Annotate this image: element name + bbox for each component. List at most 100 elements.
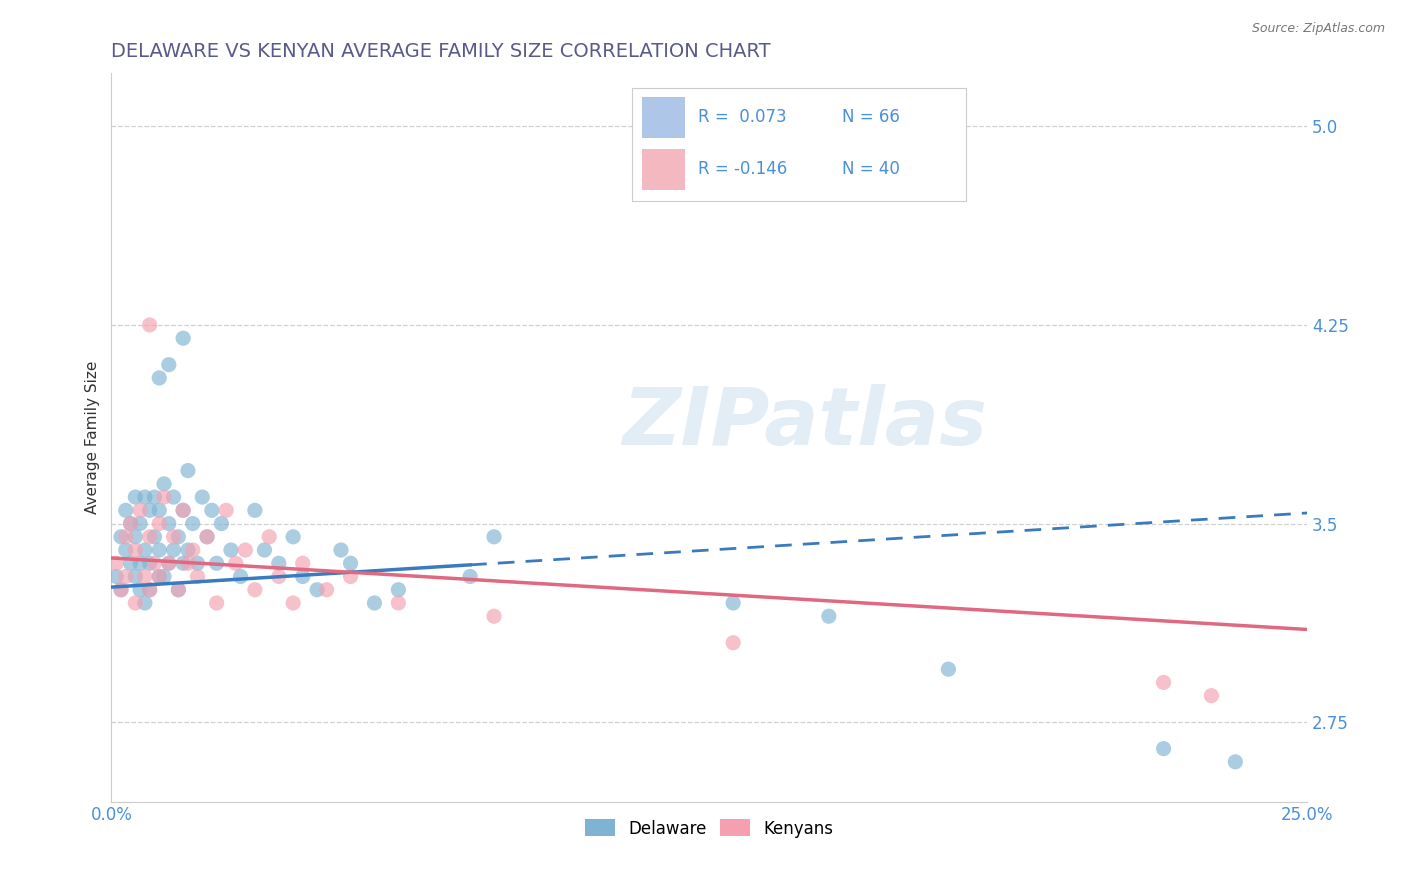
Point — [124, 569, 146, 583]
Point — [257, 530, 280, 544]
Point — [162, 490, 184, 504]
Point — [721, 596, 744, 610]
Point — [253, 543, 276, 558]
Point — [129, 516, 152, 531]
Point — [1153, 741, 1175, 756]
Point — [387, 596, 409, 610]
Text: DELAWARE VS KENYAN AVERAGE FAMILY SIZE CORRELATION CHART: DELAWARE VS KENYAN AVERAGE FAMILY SIZE C… — [111, 42, 770, 61]
Point — [143, 556, 166, 570]
Point — [120, 516, 142, 531]
Point — [153, 476, 176, 491]
Point — [138, 582, 160, 597]
Point — [162, 530, 184, 544]
Point — [205, 556, 228, 570]
Point — [105, 556, 128, 570]
Point — [134, 569, 156, 583]
Point — [1153, 675, 1175, 690]
Point — [129, 503, 152, 517]
Point — [124, 490, 146, 504]
Point — [148, 569, 170, 583]
Y-axis label: Average Family Size: Average Family Size — [86, 360, 100, 514]
Point — [167, 582, 190, 597]
Point — [148, 503, 170, 517]
Point — [148, 543, 170, 558]
Point — [110, 530, 132, 544]
Point — [129, 556, 152, 570]
Point — [124, 543, 146, 558]
Point — [201, 503, 224, 517]
Point — [177, 464, 200, 478]
Point — [291, 556, 314, 570]
Text: ZIPatlas: ZIPatlas — [623, 384, 987, 462]
Point — [186, 569, 208, 583]
Point — [172, 556, 194, 570]
Point — [114, 503, 136, 517]
Point — [181, 543, 204, 558]
Point — [167, 530, 190, 544]
Text: Source: ZipAtlas.com: Source: ZipAtlas.com — [1251, 22, 1385, 36]
Point — [110, 582, 132, 597]
Point — [817, 609, 839, 624]
Point — [177, 543, 200, 558]
Point — [243, 503, 266, 517]
Point — [219, 543, 242, 558]
Point — [110, 582, 132, 597]
Point — [138, 318, 160, 332]
Point — [105, 569, 128, 583]
Point — [153, 569, 176, 583]
Point — [138, 556, 160, 570]
Point — [330, 543, 353, 558]
Point — [167, 582, 190, 597]
Point — [191, 490, 214, 504]
Point — [138, 503, 160, 517]
Point — [120, 556, 142, 570]
Point — [315, 582, 337, 597]
Point — [291, 569, 314, 583]
Point — [172, 503, 194, 517]
Point — [482, 530, 505, 544]
Point — [114, 530, 136, 544]
Point — [148, 569, 170, 583]
Point — [339, 556, 361, 570]
Point — [124, 530, 146, 544]
Point — [148, 516, 170, 531]
Point — [134, 543, 156, 558]
Point — [138, 530, 160, 544]
Point — [205, 596, 228, 610]
Point — [134, 596, 156, 610]
Point — [143, 530, 166, 544]
Point — [157, 556, 180, 570]
Point — [162, 543, 184, 558]
Point — [938, 662, 960, 676]
Point — [267, 569, 290, 583]
Point — [283, 530, 305, 544]
Point — [124, 596, 146, 610]
Point — [482, 609, 505, 624]
Point — [387, 582, 409, 597]
Point — [129, 582, 152, 597]
Point — [157, 556, 180, 570]
Point — [267, 556, 290, 570]
Point — [143, 490, 166, 504]
Point — [181, 516, 204, 531]
Point — [177, 556, 200, 570]
Point — [209, 516, 232, 531]
Point — [157, 516, 180, 531]
Point — [114, 569, 136, 583]
Point — [148, 371, 170, 385]
Point — [157, 358, 180, 372]
Point — [114, 543, 136, 558]
Point — [153, 490, 176, 504]
Point — [134, 490, 156, 504]
Point — [186, 556, 208, 570]
Point — [1201, 689, 1223, 703]
Point — [120, 516, 142, 531]
Point — [243, 582, 266, 597]
Point — [195, 530, 218, 544]
Legend: Delaware, Kenyans: Delaware, Kenyans — [578, 813, 841, 844]
Point — [339, 569, 361, 583]
Point — [458, 569, 481, 583]
Point — [233, 543, 256, 558]
Point — [195, 530, 218, 544]
Point — [138, 582, 160, 597]
